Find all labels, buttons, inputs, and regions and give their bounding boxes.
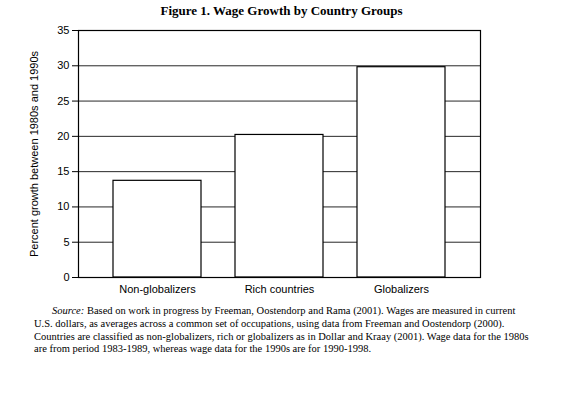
svg-text:5: 5 — [63, 236, 69, 248]
svg-text:Globalizers: Globalizers — [374, 283, 430, 295]
svg-text:0: 0 — [63, 271, 69, 283]
svg-text:Percent growth between 1980s a: Percent growth between 1980s and 1990s — [28, 50, 40, 257]
html-text:Figure 1. Wage Growth by Count: Figure 1. Wage Growth by Country Groups — [160, 3, 403, 18]
svg-text:Rich countries: Rich countries — [245, 283, 315, 295]
svg-text:10: 10 — [57, 200, 69, 212]
svg-text:20: 20 — [57, 130, 69, 142]
svg-text:35: 35 — [57, 24, 69, 36]
svg-text:Non-globalizers: Non-globalizers — [119, 283, 196, 295]
svg-text:15: 15 — [57, 165, 69, 177]
html-text:Source: Based on work in progr: Source: Based on work in progress by Fre… — [34, 305, 529, 355]
svg-text:30: 30 — [57, 59, 69, 71]
svg-text:25: 25 — [57, 95, 69, 107]
